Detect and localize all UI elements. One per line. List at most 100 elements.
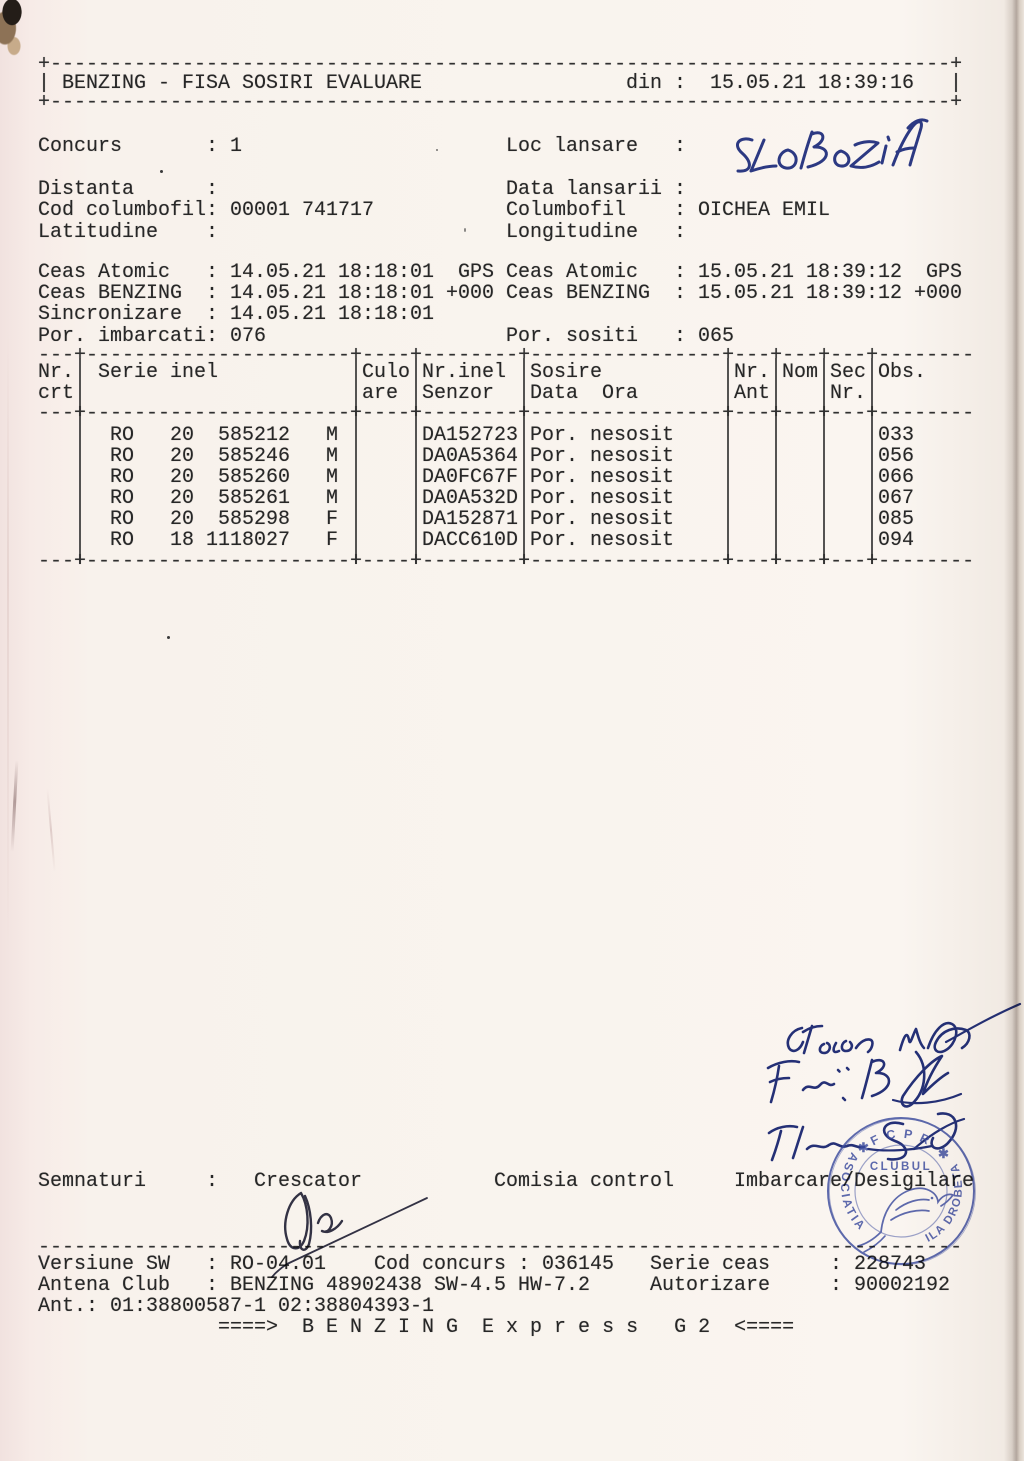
header-border-left: |: [38, 72, 51, 95]
col-header-dataora: Data Ora: [530, 382, 639, 405]
sex-value: M: [326, 424, 339, 447]
col-header-obs: Obs.: [878, 361, 927, 384]
ceas-atomic-label: Ceas Atomic :: [38, 261, 219, 284]
page-title: BENZING - FISA SOSIRI EVALUARE: [62, 72, 423, 95]
sincronizare-label: Sincronizare :: [38, 303, 219, 326]
ceas-atomic-label-2: Ceas Atomic :: [506, 261, 687, 284]
columbofil-label: Columbofil :: [506, 199, 687, 222]
cod-concurs-label: Cod concurs :: [374, 1253, 531, 1276]
ceas-benzing-label: Ceas BENZING :: [38, 282, 219, 305]
stamp-star-left-icon: ✱: [858, 1140, 869, 1155]
sex-value: M: [326, 487, 339, 510]
svg-text:F C P R: F C P R: [868, 1127, 933, 1148]
cod-columbofil-label: Cod columbofil:: [38, 199, 219, 222]
header-border-right: |: [950, 72, 963, 95]
sensor-id: DA0A5364: [422, 445, 519, 468]
col-header-senzor: Senzor: [422, 382, 495, 405]
autorizare-value: 90002192: [854, 1274, 951, 1297]
col-header-sosire: Sosire: [530, 361, 603, 384]
col-header-culo: Culo: [362, 361, 411, 384]
sensor-id: DA0A532D: [422, 487, 519, 510]
obs-value: 067: [878, 487, 915, 510]
table-column-rule: [823, 358, 825, 564]
scan-speck: [160, 170, 163, 173]
table-border-bottom: ---+----------------------+----+--------…: [38, 550, 975, 573]
table-border-top: ---+----------------------+----+--------…: [38, 344, 975, 367]
arrival-state: Por. nesosit: [530, 466, 675, 489]
din-label: din :: [626, 72, 687, 95]
col-header-nr-ant: Nr.: [734, 361, 771, 384]
obs-value: 085: [878, 508, 915, 531]
col-header-sec-nr: Nr.: [830, 382, 867, 405]
col-header-nrinel: Nr.inel: [422, 361, 507, 384]
col-header-nr: Nr.: [38, 361, 75, 384]
sex-value: M: [326, 445, 339, 468]
table-column-rule: [415, 358, 417, 564]
ceas-atomic-start: 14.05.21 18:18:01 GPS: [230, 261, 495, 284]
por-imbarcati-value: 076: [230, 325, 267, 348]
concurs-value: 1: [230, 135, 243, 158]
col-header-nom: Nom: [782, 361, 819, 384]
signature-flae: [767, 1112, 966, 1162]
crescator-label: Crescator: [254, 1170, 363, 1193]
cod-columbofil-value: 00001 741717: [230, 199, 375, 222]
col-header-ant: Ant: [734, 382, 771, 405]
por-sositi-label: Por. sositi :: [506, 325, 687, 348]
serie-ceas-value: 228743: [854, 1253, 927, 1276]
sincronizare-value: 14.05.21 18:18:01: [230, 303, 435, 326]
comisia-label: Comisia control: [494, 1170, 675, 1193]
data-lansarii-label: Data lansarii :: [506, 178, 687, 201]
footer-divider: ----------------------------------------…: [38, 1236, 963, 1259]
sensor-id: DA152723: [422, 424, 519, 447]
scan-artifact-fold: [10, 759, 19, 853]
latitudine-label: Latitudine :: [38, 221, 219, 244]
ceas-benzing-end: 15.05.21 18:39:12 +000: [698, 282, 963, 305]
antena-club-value: BENZING 48902438 SW-4.5 HW-7.2: [230, 1274, 591, 1297]
imbarcare-label: Imbarcare/Desigilare: [734, 1170, 975, 1193]
stamp-fcpr-text: F C P R: [868, 1127, 931, 1148]
table-column-rule: [871, 358, 873, 564]
por-imbarcati-label: Por. imbarcati:: [38, 325, 219, 348]
ring-series: RO 18 1118027: [110, 529, 291, 552]
concurs-label: Concurs :: [38, 135, 219, 158]
por-sositi-value: 065: [698, 325, 735, 348]
semnaturi-label: Semnaturi :: [38, 1170, 219, 1193]
arrival-state: Por. nesosit: [530, 529, 675, 552]
sensor-id: DA0FC67F: [422, 466, 519, 489]
ceas-atomic-end: 15.05.21 18:39:12 GPS: [698, 261, 963, 284]
antena-club-label: Antena Club :: [38, 1274, 219, 1297]
scan-artifact-paper-edge: [1004, 0, 1024, 1461]
ring-series: RO 20 585298: [110, 508, 291, 531]
table-column-rule: [727, 358, 729, 564]
din-timestamp: 15.05.21 18:39:16: [710, 72, 915, 95]
col-header-are: are: [362, 382, 399, 405]
arrival-state: Por. nesosit: [530, 508, 675, 531]
ring-series: RO 20 585246: [110, 445, 291, 468]
autorizare-label: Autorizare :: [650, 1274, 843, 1297]
sensor-id: DA152871: [422, 508, 519, 531]
arrival-state: Por. nesosit: [530, 487, 675, 510]
table-column-rule: [355, 358, 357, 564]
sex-value: M: [326, 466, 339, 489]
scan-speck: [167, 636, 170, 639]
sensor-id: DACC610D: [422, 529, 519, 552]
distanta-label: Distanta :: [38, 178, 219, 201]
table-column-rule: [79, 358, 81, 564]
ring-series: RO 20 585260: [110, 466, 291, 489]
col-header-crt: crt: [38, 382, 75, 405]
signature-stoica: [786, 1002, 1022, 1055]
columbofil-value: OICHEA EMIL: [698, 199, 831, 222]
scan-artifact-fold: [46, 788, 56, 872]
table-header-divider: ---+----------------------+----+--------…: [38, 402, 975, 425]
ant-label: Ant.:: [38, 1295, 99, 1318]
col-header-serie: Serie inel: [98, 361, 219, 384]
versiune-label: Versiune SW :: [38, 1253, 219, 1276]
ceas-benzing-start: 14.05.21 18:18:01 +000: [230, 282, 495, 305]
signature-fratii: [766, 1050, 963, 1108]
table-column-rule: [775, 358, 777, 564]
obs-value: 094: [878, 529, 915, 552]
serie-ceas-label: Serie ceas :: [650, 1253, 843, 1276]
benzing-express-banner: ====> B E N Z I N G E x p r e s s G 2 <=…: [218, 1316, 795, 1339]
sex-value: F: [326, 529, 339, 552]
